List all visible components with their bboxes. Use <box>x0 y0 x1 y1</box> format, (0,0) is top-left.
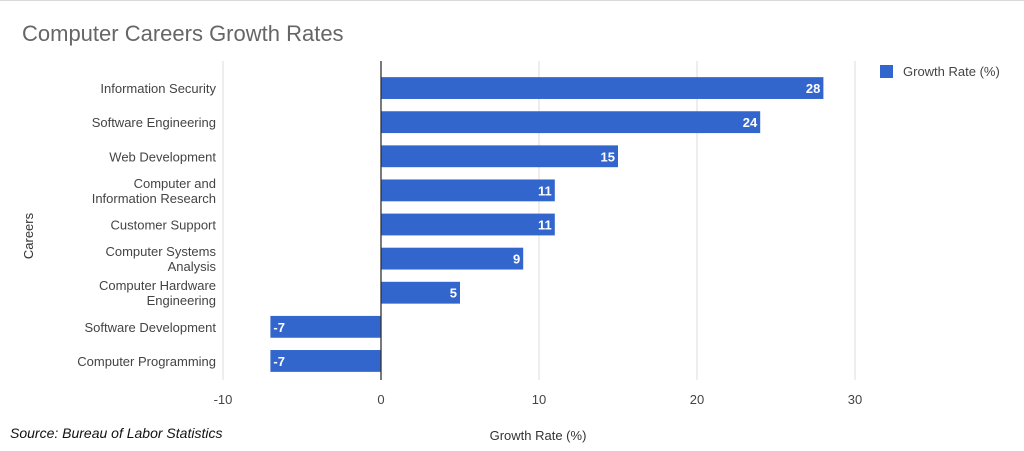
data-label: 11 <box>538 218 552 233</box>
chart-title: Computer Careers Growth Rates <box>22 21 344 46</box>
bar <box>381 77 824 99</box>
data-label: 28 <box>806 81 820 96</box>
x-axis-title: Growth Rate (%) <box>490 428 587 443</box>
data-label: 5 <box>450 286 457 301</box>
category-label: Software Development <box>84 320 216 335</box>
x-tick-label: 30 <box>848 392 862 407</box>
bar <box>270 315 381 338</box>
y-axis-title: Careers <box>21 212 36 259</box>
bar <box>381 281 460 304</box>
category-label: Customer Support <box>111 218 217 233</box>
source-note: Source: Bureau of Labor Statistics <box>10 425 223 441</box>
category-label: Computer Systems Analysis <box>105 244 216 274</box>
x-tick-label: 20 <box>690 392 704 407</box>
x-tick-label: 0 <box>377 392 384 407</box>
legend: Growth Rate (%) <box>880 64 1000 79</box>
category-label: Computer Hardware Engineering <box>99 278 216 308</box>
category-label: Information Security <box>100 81 216 96</box>
data-label: 15 <box>601 149 615 164</box>
data-label: -7 <box>273 354 285 369</box>
bar <box>270 350 381 372</box>
bar <box>381 111 761 134</box>
bars <box>270 77 824 372</box>
legend-label: Growth Rate (%) <box>903 64 1000 79</box>
legend-swatch <box>880 65 893 78</box>
bar <box>381 213 555 236</box>
category-label: Web Development <box>109 149 216 164</box>
bar <box>381 145 618 168</box>
data-label: -7 <box>273 320 285 335</box>
category-label: Computer Programming <box>77 354 216 369</box>
bar <box>381 179 555 202</box>
data-label: 9 <box>513 252 520 267</box>
labels: -10 0 10 20 30 28 Information Security 24 Softwa… <box>21 81 862 443</box>
data-label: 11 <box>538 183 552 198</box>
category-label: Computer and Information Research <box>92 176 216 206</box>
category-label: Software Engineering <box>92 115 216 130</box>
bar <box>381 247 524 270</box>
x-tick-label: 10 <box>532 392 546 407</box>
data-label: 24 <box>743 115 758 130</box>
x-tick-label: -10 <box>214 392 233 407</box>
